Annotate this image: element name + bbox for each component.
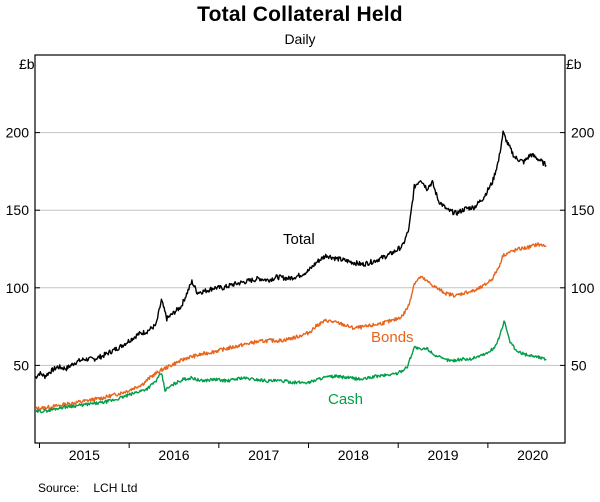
x-tick-label: 2019: [427, 447, 458, 463]
source-value: LCH Ltd: [93, 481, 138, 495]
x-tick-label: 2016: [158, 447, 189, 463]
y-tick-label-right: 50: [571, 357, 587, 373]
plot-frame: [34, 54, 566, 444]
source-note: Source: LCH Ltd: [38, 481, 137, 495]
series-line-cash: [35, 320, 547, 414]
y-axis-unit-right: £b: [566, 56, 582, 72]
y-tick-label-left: 150: [6, 202, 30, 218]
y-axis-unit-left: £b: [19, 56, 35, 72]
y-tick-label-left: 200: [6, 125, 30, 141]
series-line-total: [35, 130, 547, 380]
x-tick-label: 2015: [69, 447, 100, 463]
y-tick-label-right: 100: [571, 280, 595, 296]
x-tick-label: 2017: [248, 447, 279, 463]
source-label: Source:: [38, 481, 80, 495]
y-tick-label-right: 200: [571, 125, 595, 141]
series-label-bonds: Bonds: [371, 329, 414, 346]
series-label-cash: Cash: [328, 391, 364, 408]
y-tick-label-left: 100: [6, 280, 30, 296]
page-title: Total Collateral Held: [197, 3, 403, 26]
series-label-total: Total: [283, 231, 315, 248]
x-tick-label: 2020: [517, 447, 548, 463]
series-line-bonds: [35, 242, 547, 411]
y-tick-label-right: 150: [571, 202, 595, 218]
chart-subtitle: Daily: [284, 31, 316, 47]
x-tick-label: 2018: [338, 447, 369, 463]
y-tick-label-left: 50: [13, 357, 29, 373]
